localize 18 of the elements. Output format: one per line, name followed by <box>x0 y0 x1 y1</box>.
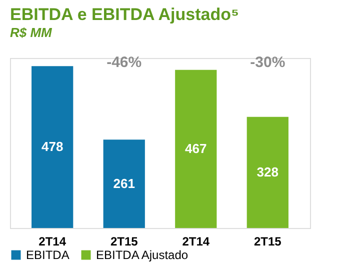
x-tick-label: 2T15 <box>110 234 138 248</box>
data-label: 261 <box>113 176 135 191</box>
chart-title: EBITDA e EBITDA Ajustado⁵ <box>10 5 239 24</box>
data-label: 478 <box>41 139 64 154</box>
bar <box>246 116 288 228</box>
legend-label: EBITDA <box>26 248 70 262</box>
annotation: -30% <box>250 54 286 72</box>
x-tick-label: 2T14 <box>182 234 210 248</box>
bar <box>32 66 74 228</box>
data-label: 328 <box>256 164 279 180</box>
bar <box>175 70 217 228</box>
annotation: -46% <box>106 54 142 72</box>
legend-label: EBITDA Ajustado <box>96 248 188 262</box>
chart-subtitle: R$ MM <box>10 25 54 40</box>
x-tick-label: 2T15 <box>254 234 282 248</box>
data-label: 467 <box>185 140 207 156</box>
bar <box>103 140 145 228</box>
x-tick-label: 2T14 <box>38 234 66 248</box>
